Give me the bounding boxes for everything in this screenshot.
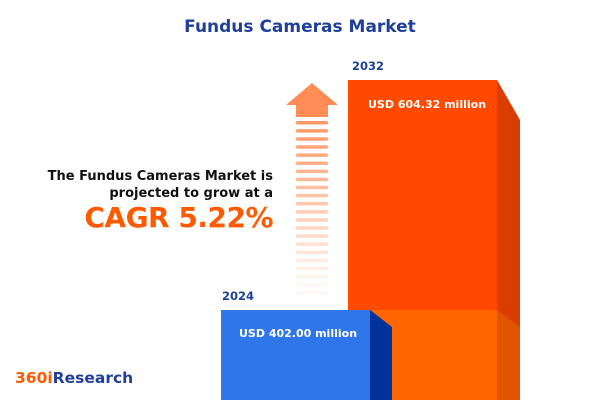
logo-part-2: Research — [52, 369, 134, 387]
growth-description: The Fundus Cameras Market is projected t… — [48, 168, 273, 202]
arrow-stripe — [296, 169, 328, 174]
arrow-stripe — [296, 185, 328, 190]
arrow-stripe — [296, 210, 328, 214]
arrow-head — [286, 83, 338, 117]
growth-line-2: projected to grow at a — [109, 186, 273, 201]
value-label-2024: USD 402.00 million — [239, 327, 358, 340]
growth-arrow-icon — [286, 83, 338, 295]
arrow-stripe — [296, 226, 328, 230]
arrow-stripe — [296, 266, 328, 271]
arrow-stripe — [296, 153, 328, 157]
growth-line-1: The Fundus Cameras Market is — [47, 169, 273, 184]
arrow-stripe — [296, 234, 328, 238]
arrow-stripe — [296, 218, 328, 222]
bar-2032-lower-side — [497, 310, 520, 400]
chart-title: Fundus Cameras Market — [184, 17, 416, 37]
arrow-stripe — [296, 137, 328, 141]
logo-part-1: 360i — [15, 369, 53, 387]
arrow-stripe — [296, 177, 328, 182]
arrow-stripe — [296, 250, 328, 255]
arrow-stripe — [296, 258, 328, 263]
cagr-value: CAGR 5.22% — [84, 201, 273, 234]
arrow-stripe — [296, 202, 328, 206]
year-label-2024: 2024 — [222, 289, 255, 303]
arrow-stripe — [296, 283, 328, 287]
bar-2024-side — [370, 310, 392, 400]
arrow-stripe — [296, 291, 328, 295]
arrow-stripe — [296, 145, 328, 149]
value-label-2032: USD 604.32 million — [368, 98, 487, 111]
arrow-stripe — [296, 274, 328, 279]
arrow-stripe — [296, 193, 328, 198]
arrow-stripe — [296, 121, 328, 125]
brand-logo: 360iResearch — [15, 369, 133, 387]
bar-2024 — [221, 310, 370, 400]
arrow-stripe — [296, 129, 328, 133]
arrow-stripe — [296, 242, 328, 246]
arrow-stripe — [296, 161, 328, 165]
year-label-2032: 2032 — [352, 59, 385, 73]
